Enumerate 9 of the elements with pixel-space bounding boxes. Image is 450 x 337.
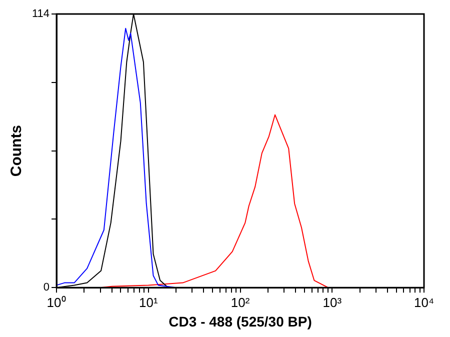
x-tick-label: 10¹	[139, 294, 158, 310]
y-axis-title: Counts	[8, 124, 26, 177]
x-tick-label: 10⁰	[46, 294, 66, 310]
x-axis-title: CD3 - 488 (525/30 BP)	[168, 313, 312, 330]
y-tick-label: 114	[32, 8, 50, 20]
x-tick-label: 10³	[322, 294, 342, 310]
x-tick-label: 10⁴	[414, 294, 434, 310]
x-tick-label: 10²	[230, 294, 250, 310]
y-tick-label: 0	[43, 282, 50, 294]
